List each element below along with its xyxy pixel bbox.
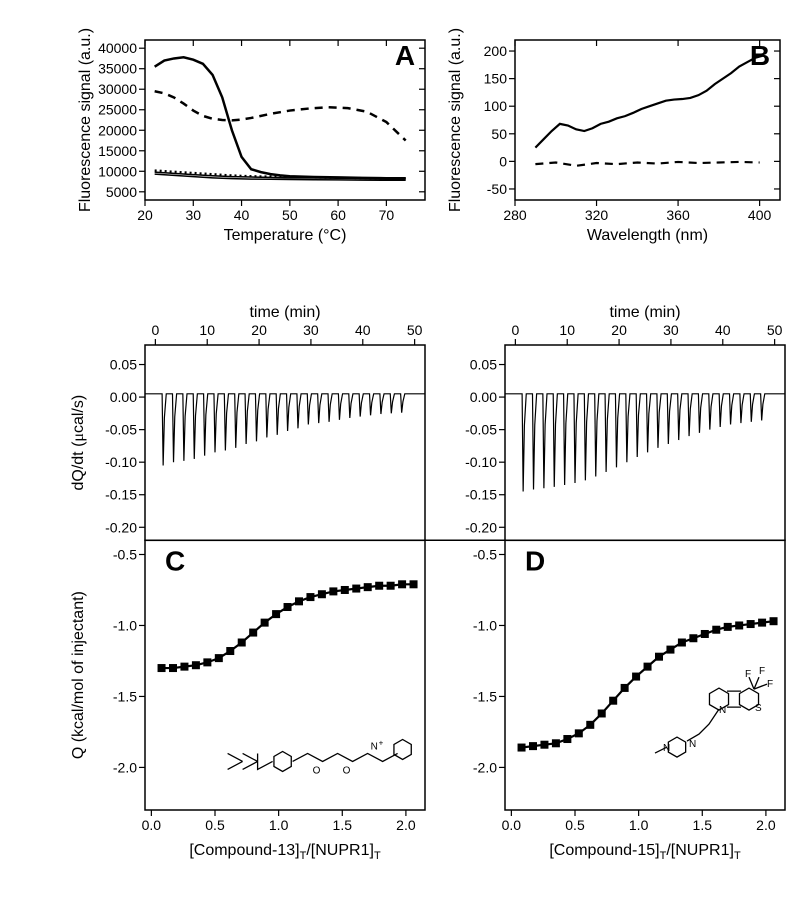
- svg-text:20000: 20000: [98, 122, 137, 138]
- svg-text:O: O: [343, 765, 351, 776]
- svg-text:40: 40: [234, 207, 250, 223]
- svg-text:Fluorescence signal (a.u.): Fluorescence signal (a.u.): [77, 28, 94, 212]
- svg-text:1.5: 1.5: [693, 817, 713, 833]
- svg-text:0: 0: [499, 153, 507, 169]
- svg-text:0.05: 0.05: [110, 357, 137, 373]
- svg-text:100: 100: [484, 98, 508, 114]
- svg-text:60: 60: [330, 207, 346, 223]
- svg-text:1.5: 1.5: [333, 817, 353, 833]
- svg-text:B: B: [750, 40, 770, 71]
- svg-text:10: 10: [559, 322, 575, 338]
- svg-text:50: 50: [407, 322, 423, 338]
- svg-text:-0.10: -0.10: [105, 454, 137, 470]
- svg-text:-2.0: -2.0: [113, 759, 137, 775]
- svg-text:O: O: [313, 765, 321, 776]
- svg-text:20: 20: [251, 322, 267, 338]
- svg-text:-0.15: -0.15: [465, 487, 497, 503]
- svg-text:-1.0: -1.0: [113, 617, 137, 633]
- svg-text:40: 40: [355, 322, 371, 338]
- svg-text:30: 30: [303, 322, 319, 338]
- svg-text:0.0: 0.0: [142, 817, 162, 833]
- svg-text:1.0: 1.0: [629, 817, 649, 833]
- svg-text:50: 50: [491, 126, 507, 142]
- svg-text:1.0: 1.0: [269, 817, 289, 833]
- svg-text:N: N: [689, 739, 696, 750]
- svg-text:[Compound-15]T/[NUPR1]T: [Compound-15]T/[NUPR1]T: [549, 842, 741, 862]
- svg-text:Wavelength (nm): Wavelength (nm): [587, 227, 708, 244]
- svg-text:0.00: 0.00: [110, 389, 137, 405]
- svg-text:-1.5: -1.5: [473, 688, 497, 704]
- svg-text:Q (kcal/mol of injectant): Q (kcal/mol of injectant): [70, 591, 87, 759]
- svg-text:D: D: [525, 545, 545, 576]
- svg-text:30: 30: [185, 207, 201, 223]
- svg-text:35000: 35000: [98, 61, 137, 77]
- svg-text:0.5: 0.5: [205, 817, 225, 833]
- svg-text:30: 30: [663, 322, 679, 338]
- svg-text:C: C: [165, 545, 185, 576]
- svg-text:F: F: [759, 666, 765, 677]
- svg-text:-0.15: -0.15: [105, 487, 137, 503]
- svg-text:50: 50: [767, 322, 783, 338]
- svg-text:320: 320: [585, 207, 609, 223]
- svg-text:25000: 25000: [98, 102, 137, 118]
- svg-text:-1.5: -1.5: [113, 688, 137, 704]
- svg-text:-0.20: -0.20: [105, 519, 137, 535]
- svg-text:40: 40: [715, 322, 731, 338]
- svg-text:N: N: [371, 741, 378, 752]
- svg-text:2.0: 2.0: [396, 817, 416, 833]
- svg-text:-1.0: -1.0: [473, 617, 497, 633]
- svg-text:150: 150: [484, 71, 508, 87]
- svg-text:-0.20: -0.20: [465, 519, 497, 535]
- svg-text:0.0: 0.0: [502, 817, 522, 833]
- svg-text:10: 10: [199, 322, 215, 338]
- svg-text:2.0: 2.0: [756, 817, 776, 833]
- svg-text:0.00: 0.00: [470, 389, 497, 405]
- svg-text:20: 20: [611, 322, 627, 338]
- svg-text:360: 360: [666, 207, 690, 223]
- svg-text:Temperature (°C): Temperature (°C): [224, 227, 347, 244]
- figure-svg: 2030405060705000100001500020000250003000…: [20, 20, 787, 894]
- svg-text:[Compound-13]T/[NUPR1]T: [Compound-13]T/[NUPR1]T: [189, 842, 381, 862]
- svg-text:40000: 40000: [98, 40, 137, 56]
- svg-text:A: A: [395, 40, 415, 71]
- svg-text:time (min): time (min): [249, 304, 320, 321]
- svg-text:5000: 5000: [106, 184, 137, 200]
- svg-text:0.5: 0.5: [565, 817, 585, 833]
- svg-text:-0.5: -0.5: [113, 546, 137, 562]
- svg-text:20: 20: [137, 207, 153, 223]
- svg-text:70: 70: [379, 207, 395, 223]
- svg-text:0: 0: [511, 322, 519, 338]
- svg-text:time (min): time (min): [609, 304, 680, 321]
- svg-text:15000: 15000: [98, 143, 137, 159]
- svg-text:30000: 30000: [98, 81, 137, 97]
- svg-text:200: 200: [484, 43, 508, 59]
- svg-text:F: F: [745, 669, 751, 680]
- svg-text:dQ/dt (μcal/s): dQ/dt (μcal/s): [70, 395, 87, 491]
- svg-text:50: 50: [282, 207, 298, 223]
- svg-text:S: S: [755, 703, 762, 714]
- svg-text:-50: -50: [487, 181, 507, 197]
- svg-text:-0.10: -0.10: [465, 454, 497, 470]
- svg-text:N: N: [719, 705, 726, 716]
- svg-text:Fluorescence signal (a.u.): Fluorescence signal (a.u.): [447, 28, 464, 212]
- figure-container: 2030405060705000100001500020000250003000…: [20, 20, 787, 894]
- svg-text:0: 0: [151, 322, 159, 338]
- svg-text:-0.05: -0.05: [105, 422, 137, 438]
- svg-text:10000: 10000: [98, 163, 137, 179]
- svg-text:400: 400: [748, 207, 772, 223]
- svg-text:-0.5: -0.5: [473, 546, 497, 562]
- svg-text:+: +: [379, 738, 384, 747]
- svg-text:280: 280: [503, 207, 527, 223]
- svg-text:-0.05: -0.05: [465, 422, 497, 438]
- svg-text:0.05: 0.05: [470, 357, 497, 373]
- svg-text:-2.0: -2.0: [473, 759, 497, 775]
- svg-text:F: F: [767, 679, 773, 690]
